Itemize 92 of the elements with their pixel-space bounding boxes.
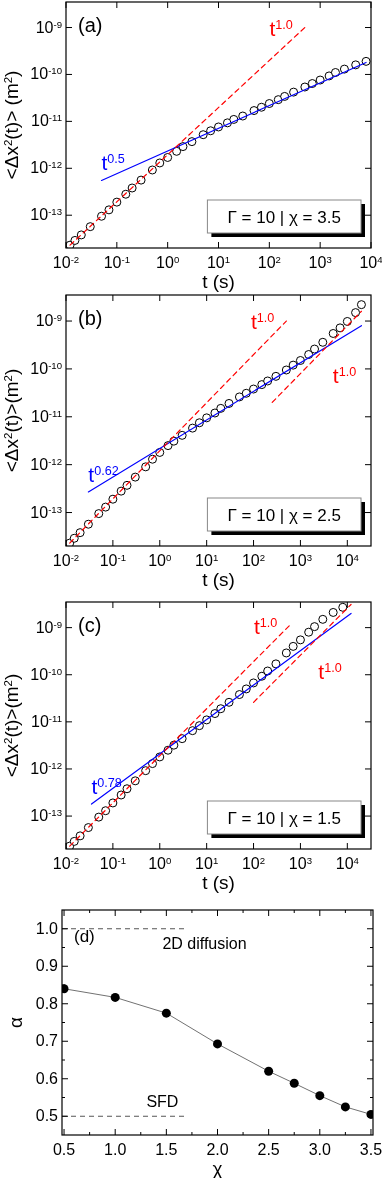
y-tick-label: 0.8 (35, 994, 59, 1012)
y-tick-label: 10$^{-9}$ (35, 618, 62, 636)
y-tick-label: 10$^{-11}$ (31, 111, 62, 130)
ref-line-label: 2D diffusion (162, 934, 247, 952)
x-axis-title: t (s) (202, 872, 235, 893)
point (101, 502, 111, 512)
x-tick-label: 2.0 (206, 1141, 229, 1158)
x-tick-label: 10$^{0}$ (148, 854, 172, 872)
point (318, 337, 328, 347)
series-label: t$^{0.62}$ (88, 462, 119, 486)
x-tick-label: 1.5 (155, 1141, 178, 1158)
text: (d) (74, 927, 95, 946)
point (271, 659, 281, 669)
y-tick-label: 10$^{-13}$ (30, 205, 62, 224)
point (213, 1039, 222, 1049)
text: (b) (78, 307, 103, 329)
y-tick-label: 0.9 (35, 957, 59, 975)
x-tick-label: 10$^{-1}$ (99, 551, 127, 569)
point (310, 344, 320, 354)
series-label: t$^{1.0}$ (253, 614, 278, 638)
x-tick-label: 10$^{1}$ (195, 551, 219, 569)
x-tick-label: 10$^{3}$ (308, 253, 332, 271)
ref-line-label: SFD (146, 1093, 179, 1111)
y-tick-label: 10$^{-11}$ (31, 712, 62, 730)
point (351, 308, 361, 318)
point (281, 648, 291, 658)
x-tick-label: 1.0 (104, 1141, 127, 1158)
x-tick-label: 10$^{4}$ (335, 551, 360, 569)
point (289, 1078, 299, 1088)
x-tick-label: 10$^{3}$ (288, 551, 312, 569)
x-tick-label: 10$^{3}$ (288, 854, 312, 872)
x-tick-label: 10$^{0}$ (148, 551, 172, 569)
text: (c) (78, 614, 102, 636)
series-label: t$^{1.0}$ (332, 363, 357, 387)
series-label: t$^{1.0}$ (269, 16, 293, 40)
x-tick-label: 3.5 (359, 1141, 382, 1158)
point (335, 323, 345, 333)
y-tick-label: 10$^{-12}$ (30, 158, 62, 177)
x-tick-label: 10$^{-2}$ (52, 253, 80, 271)
y-tick-label: 10$^{-13}$ (30, 503, 62, 521)
x-axis-title: t (s) (202, 271, 235, 292)
x-axis-title: t (s) (202, 569, 235, 590)
point (342, 316, 352, 326)
x-tick-label: 0.5 (52, 1141, 76, 1158)
x-tick-label: 10$^{0}$ (156, 253, 180, 271)
text: (a) (78, 14, 103, 36)
point (295, 635, 305, 645)
point (318, 614, 328, 624)
series-label: t$^{0.78}$ (91, 775, 122, 799)
point (288, 641, 298, 651)
x-tick-label: 3.0 (308, 1141, 332, 1158)
y-tick-label: 10$^{-12}$ (30, 455, 62, 473)
point (161, 1008, 171, 1018)
y-tick-label: 10$^{-10}$ (30, 64, 62, 83)
y-tick-label: 0.7 (35, 1032, 59, 1050)
point (315, 1091, 325, 1101)
point (328, 328, 338, 338)
x-tick-label: 10$^{2}$ (257, 253, 281, 271)
x-tick-label: 10$^{-2}$ (52, 551, 80, 569)
x-tick-label: 10$^{-1}$ (99, 854, 127, 872)
series-label: t$^{0.5}$ (101, 151, 125, 175)
x-tick-label: 10$^{2}$ (241, 854, 266, 872)
y-tick-label: 1.0 (35, 919, 59, 937)
y-tick-label: 10$^{-12}$ (30, 759, 62, 777)
y-tick-label: 0.5 (35, 1107, 59, 1125)
x-tick-label: 2.5 (257, 1141, 280, 1158)
y-tick-label: 10$^{-9}$ (35, 311, 62, 330)
annotation: Γ = 10 | χ = 2.5 (227, 506, 341, 525)
annotation: Γ = 10 | χ = 3.5 (227, 208, 341, 227)
y-tick-label: 10$^{-10}$ (30, 665, 62, 683)
x-tick-label: 10$^{2}$ (241, 551, 266, 569)
x-tick-label: 10$^{1}$ (195, 854, 219, 872)
y-axis-title: α (5, 1016, 26, 1028)
point (328, 607, 338, 617)
x-tick-label: 10$^{1}$ (206, 253, 231, 271)
point (340, 1102, 350, 1112)
x-tick-label: 10$^{-2}$ (52, 854, 80, 872)
y-tick-label: 10$^{-9}$ (35, 18, 62, 36)
point (110, 992, 120, 1002)
x-tick-label: 10$^{4}$ (359, 253, 382, 271)
x-tick-label: 10$^{4}$ (335, 854, 360, 872)
series-label: t$^{1.0}$ (318, 660, 342, 684)
y-tick-label: 0.6 (35, 1069, 59, 1087)
point (304, 627, 314, 637)
y-tick-label: 10$^{-10}$ (30, 359, 62, 377)
annotation: Γ = 10 | χ = 1.5 (227, 809, 341, 828)
y-tick-label: 10$^{-11}$ (31, 407, 62, 425)
x-tick-label: 10$^{-1}$ (103, 253, 130, 271)
y-tick-label: 10$^{-13}$ (30, 806, 62, 825)
series-label: t$^{1.0}$ (250, 310, 275, 334)
point (310, 622, 320, 632)
point (264, 1066, 274, 1076)
